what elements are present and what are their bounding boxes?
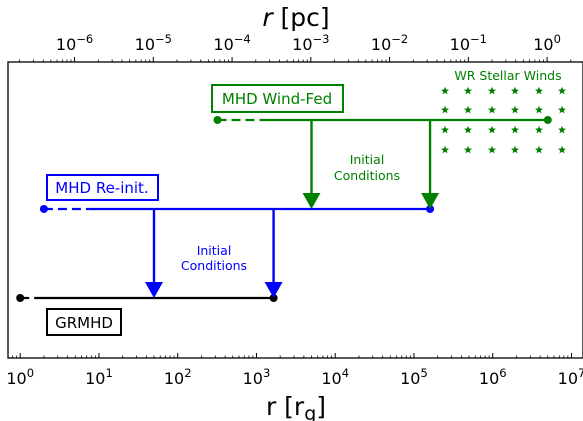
wr-stellar-winds-label: WR Stellar Winds [454, 68, 561, 83]
grmhd-label: GRMHD [46, 308, 122, 336]
star-marker-icon [441, 105, 449, 114]
windfed-to-reinit-arrow-head [421, 193, 440, 209]
star-marker-icon [441, 86, 449, 95]
star-marker-icon [488, 125, 496, 134]
windfed-label-box [211, 84, 344, 113]
initial-conditions-green-line2: Conditions [334, 168, 400, 183]
top-axis-ticks: 10−6 10−5 10−4 10−3 10−2 10−1 100 [19, 32, 572, 62]
bottom-tick-label: 103 [243, 366, 271, 388]
star-marker-icon [441, 145, 449, 154]
bottom-axis-ticks: 100 101 102 103 104 105 106 107 [6, 353, 583, 388]
star-marker-icon [511, 145, 519, 154]
star-marker-icon [488, 145, 496, 154]
initial-conditions-blue-line1: Initial [197, 243, 232, 258]
star-marker-icon [535, 145, 543, 154]
star-marker-icon [464, 125, 472, 134]
star-marker-icon [511, 105, 519, 114]
reinit-to-grmhd-arrow-head [264, 282, 283, 298]
star-marker-icon [558, 86, 566, 95]
reinit-label-box [46, 174, 159, 201]
top-axis-title: r [pc] [262, 3, 329, 32]
star-marker-icon [441, 125, 449, 134]
wr-stellar-winds-stars [441, 86, 566, 154]
reinit-inner-boundary-marker [39, 205, 48, 213]
top-tick-label: 100 [533, 32, 561, 54]
star-marker-icon [464, 105, 472, 114]
top-tick-label: 10−4 [213, 32, 250, 54]
windfed-to-reinit-arrow-head [302, 193, 321, 209]
top-tick-label: 10−2 [371, 32, 408, 54]
simulation-domains [16, 116, 552, 302]
star-marker-icon [558, 145, 566, 154]
grmhd-label-text: GRMHD [55, 314, 113, 332]
star-marker-icon [488, 86, 496, 95]
top-tick-label: 10−6 [56, 32, 93, 54]
top-tick-label: 10−3 [292, 32, 329, 54]
star-marker-icon [511, 86, 519, 95]
reinit-label: MHD Re-init. [46, 174, 159, 201]
grmhd-inner-boundary-marker [16, 294, 25, 302]
star-marker-icon [535, 125, 543, 134]
bottom-tick-label: 107 [558, 366, 583, 388]
bottom-axis-title: r [rg] [266, 392, 326, 421]
windfed-inner-boundary-marker [213, 116, 222, 124]
bottom-tick-label: 102 [164, 366, 192, 388]
bottom-tick-label: 105 [400, 366, 428, 388]
star-marker-icon [558, 125, 566, 134]
bottom-tick-label: 101 [85, 366, 113, 388]
star-marker-icon [464, 86, 472, 95]
windfed-outer-boundary-marker [543, 116, 552, 124]
star-marker-icon [535, 105, 543, 114]
top-tick-label: 10−5 [135, 32, 172, 54]
plot-frame [7, 61, 583, 359]
reinit-label-text: MHD Re-init. [55, 179, 148, 197]
windfed-label-text: MHD Wind-Fed [222, 90, 332, 108]
initial-conditions-blue-line2: Conditions [181, 258, 247, 273]
top-tick-label: 10−1 [450, 32, 487, 54]
star-marker-icon [488, 105, 496, 114]
reinit-to-grmhd-arrow-head [145, 282, 164, 298]
star-marker-icon [535, 86, 543, 95]
star-marker-icon [511, 125, 519, 134]
windfed-label: MHD Wind-Fed [211, 84, 344, 113]
initial-conditions-green-line1: Initial [350, 152, 385, 167]
bottom-tick-label: 100 [6, 366, 34, 388]
grmhd-label-box [46, 308, 122, 336]
bottom-tick-label: 106 [479, 366, 507, 388]
star-marker-icon [464, 145, 472, 154]
star-marker-icon [558, 105, 566, 114]
bottom-tick-label: 104 [321, 366, 349, 388]
